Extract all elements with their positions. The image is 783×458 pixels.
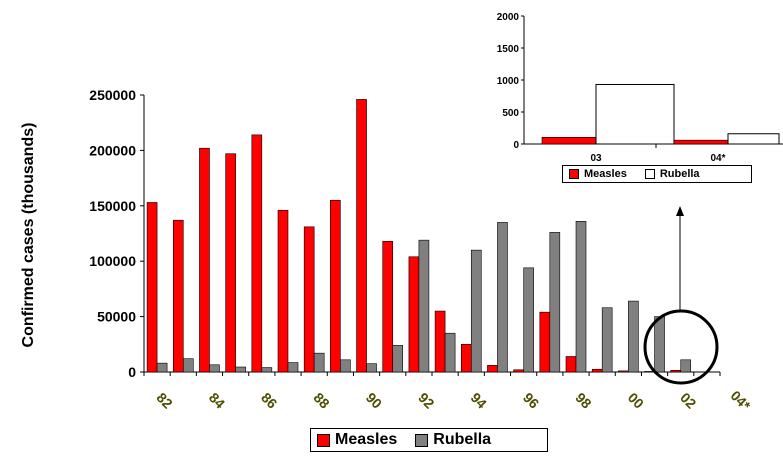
- bar-rubella: [367, 364, 377, 372]
- x-tick-label: 00: [625, 389, 647, 411]
- inset-x-tick-label: 04*: [710, 153, 725, 164]
- bar-measles: [592, 369, 602, 372]
- inset-bar-measles: [542, 137, 596, 144]
- legend-label-rubella: Rubella: [433, 431, 491, 449]
- inset-legend: Measles Rubella: [562, 165, 752, 183]
- inset-legend-swatch-rubella: [645, 169, 655, 179]
- bar-measles: [566, 356, 576, 372]
- bar-rubella: [524, 268, 534, 372]
- bar-rubella: [209, 365, 219, 372]
- inset-y-tick-label: 0: [513, 140, 519, 151]
- bar-measles: [147, 202, 157, 372]
- inset-chart: 0 500 1000 1500 2000 03 04*: [497, 12, 783, 164]
- inset-legend-entry-measles: Measles: [569, 168, 627, 180]
- bar-measles: [540, 312, 550, 372]
- x-tick-label: 86: [258, 389, 280, 411]
- bar-rubella: [602, 308, 612, 372]
- bar-rubella: [340, 360, 350, 372]
- bar-measles: [226, 154, 236, 372]
- x-tick-label: 88: [311, 389, 333, 411]
- bar-rubella: [183, 359, 193, 372]
- main-legend: Measles Rubella: [310, 428, 548, 452]
- bar-measles: [618, 371, 628, 372]
- y-tick-label: 250000: [89, 87, 136, 103]
- bar-rubella: [681, 360, 691, 372]
- x-tick-label: 96: [520, 389, 542, 411]
- bar-measles: [487, 365, 497, 372]
- x-tick-label: 90: [363, 389, 385, 411]
- bar-rubella: [393, 345, 403, 372]
- bar-rubella: [497, 222, 507, 372]
- inset-bar-rubella: [596, 84, 674, 144]
- inset-legend-label-measles: Measles: [584, 168, 627, 180]
- bar-rubella: [550, 232, 560, 372]
- bar-measles: [252, 135, 262, 372]
- bar-rubella: [236, 367, 246, 372]
- x-tick-label: 98: [572, 389, 594, 411]
- bar-rubella: [471, 250, 481, 372]
- y-tick-label: 150000: [89, 198, 136, 214]
- legend-label-measles: Measles: [335, 431, 397, 449]
- bar-measles: [278, 210, 288, 372]
- bar-measles: [383, 241, 393, 372]
- legend-entry-measles: Measles: [317, 431, 397, 449]
- legend-entry-rubella: Rubella: [415, 431, 491, 449]
- bar-rubella: [262, 368, 272, 372]
- inset-bar-rubella: [728, 134, 779, 144]
- bar-rubella: [576, 221, 586, 372]
- x-tick-label: 94: [468, 389, 490, 411]
- bar-measles: [409, 257, 419, 372]
- x-tick-label: 04*: [728, 387, 755, 414]
- bar-measles: [199, 148, 209, 372]
- legend-swatch-rubella: [415, 434, 428, 447]
- y-tick-label: 0: [128, 364, 136, 380]
- bar-rubella: [288, 363, 298, 372]
- bar-measles: [514, 370, 524, 372]
- legend-swatch-measles: [317, 434, 330, 447]
- x-tick-label: 92: [415, 389, 437, 411]
- bar-measles: [330, 200, 340, 372]
- inset-y-tick-label: 1000: [497, 76, 520, 87]
- zoom-arrow-head: [676, 206, 684, 216]
- y-tick-label: 200000: [89, 142, 136, 158]
- bar-measles: [461, 344, 471, 372]
- inset-x-tick-label: 03: [590, 153, 602, 164]
- bar-measles: [173, 220, 183, 372]
- inset-y-tick-label: 1500: [497, 44, 520, 55]
- bar-rubella: [628, 301, 638, 372]
- bar-rubella: [419, 240, 429, 372]
- inset-legend-entry-rubella: Rubella: [645, 168, 700, 180]
- bar-rubella: [157, 363, 167, 372]
- bar-measles: [304, 227, 314, 372]
- inset-bar-measles: [674, 140, 728, 144]
- bar-rubella: [655, 317, 665, 372]
- bar-rubella: [314, 353, 324, 372]
- bar-measles: [671, 370, 681, 372]
- y-axis-label: Confirmed cases (thousands): [20, 123, 37, 348]
- inset-y-tick-label: 2000: [497, 12, 520, 23]
- bar-rubella: [445, 333, 455, 372]
- x-tick-label: 82: [153, 389, 175, 411]
- inset-legend-swatch-measles: [569, 169, 579, 179]
- inset-y-tick-label: 500: [502, 108, 519, 119]
- y-tick-label: 100000: [89, 253, 136, 269]
- bar-measles: [435, 311, 445, 372]
- x-tick-label: 02: [677, 389, 699, 411]
- y-tick-label: 50000: [97, 309, 136, 325]
- x-tick-label: 84: [206, 389, 228, 411]
- inset-legend-label-rubella: Rubella: [660, 168, 700, 180]
- bar-measles: [357, 99, 367, 372]
